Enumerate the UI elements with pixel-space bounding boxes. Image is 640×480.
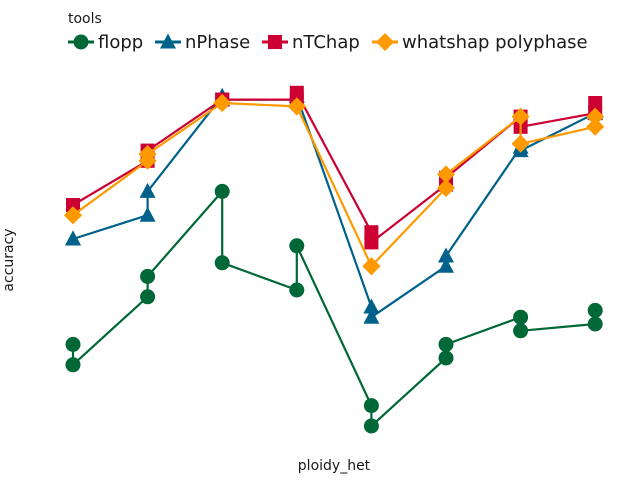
data-point-ntchap — [588, 96, 603, 110]
legend-marker-circle — [73, 34, 89, 50]
series-line-flopp — [71, 190, 597, 428]
data-point-nphase — [139, 182, 156, 198]
data-point-nphase — [65, 230, 81, 246]
data-point-flopp — [513, 323, 529, 339]
data-point-whatshap-polyphase — [437, 165, 455, 184]
legend-marker-square — [268, 35, 282, 49]
data-point-whatshap-polyphase — [586, 117, 605, 136]
data-point-nphase — [139, 206, 156, 222]
legend-item-nphase: nPhase — [155, 32, 250, 53]
data-point-nphase — [438, 247, 454, 263]
data-point-nphase — [438, 257, 454, 273]
legend-label-flopp: flopp — [98, 32, 143, 53]
data-point-nphase — [363, 298, 380, 314]
data-point-whatshap-polyphase — [213, 94, 232, 112]
data-point-flopp — [214, 183, 230, 199]
legend-item-whatshap-polyphase: whatshap polyphase — [372, 32, 588, 53]
series-whatshap-polyphase — [64, 94, 605, 276]
data-point-flopp — [363, 418, 379, 434]
data-point-whatshap-polyphase — [362, 257, 381, 276]
plot-area — [64, 85, 605, 434]
legend-item-flopp: flopp — [68, 32, 143, 53]
legend-marker-diamond — [376, 33, 394, 51]
data-point-flopp — [289, 282, 305, 298]
data-point-flopp — [438, 350, 454, 366]
legend-label-nphase: nPhase — [185, 32, 250, 53]
data-point-flopp — [65, 357, 81, 373]
data-point-flopp — [214, 255, 230, 271]
data-point-ntchap — [364, 225, 379, 240]
data-point-flopp — [587, 316, 603, 332]
y-axis-label: accuracy — [1, 228, 17, 291]
data-point-whatshap-polyphase — [287, 97, 306, 116]
data-point-ntchap — [66, 198, 80, 212]
legend-item-ntchap: nTChap — [262, 32, 360, 53]
legend-label-whatshap-polyphase: whatshap polyphase — [402, 32, 588, 53]
data-point-whatshap-polyphase — [64, 206, 82, 225]
data-point-flopp — [289, 238, 305, 254]
data-point-flopp — [363, 398, 379, 414]
data-point-flopp — [65, 336, 81, 352]
x-axis-label: ploidy_het — [298, 458, 371, 474]
legend-marker-triangle — [160, 33, 176, 49]
data-point-flopp — [587, 302, 603, 318]
data-point-flopp — [140, 268, 156, 284]
data-point-whatshap-polyphase — [511, 134, 530, 153]
data-point-whatshap-polyphase — [511, 107, 530, 126]
series-flopp — [65, 183, 603, 434]
data-point-nphase — [363, 308, 380, 324]
data-point-whatshap-polyphase — [437, 179, 455, 197]
data-point-flopp — [513, 309, 529, 325]
legend-title: tools — [68, 11, 102, 27]
data-point-whatshap-polyphase — [138, 145, 157, 163]
data-point-flopp — [140, 289, 156, 305]
legend-label-ntchap: nTChap — [292, 32, 360, 53]
data-point-ntchap — [289, 85, 304, 100]
legend: tools flopp nPhase nTChap whatshap polyphas… — [68, 11, 588, 53]
data-point-flopp — [438, 336, 454, 352]
data-point-whatshap-polyphase — [586, 107, 605, 126]
